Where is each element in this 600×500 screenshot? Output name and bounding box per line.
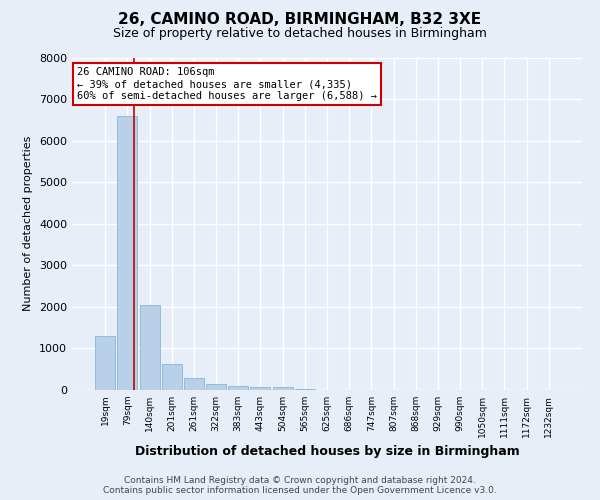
Y-axis label: Number of detached properties: Number of detached properties xyxy=(23,136,34,312)
X-axis label: Distribution of detached houses by size in Birmingham: Distribution of detached houses by size … xyxy=(134,446,520,458)
Bar xyxy=(162,364,182,390)
Text: 26 CAMINO ROAD: 106sqm
← 39% of detached houses are smaller (4,335)
60% of semi-: 26 CAMINO ROAD: 106sqm ← 39% of detached… xyxy=(77,68,377,100)
Bar xyxy=(184,378,204,390)
Bar xyxy=(140,305,160,390)
Bar xyxy=(295,389,315,390)
Text: Size of property relative to detached houses in Birmingham: Size of property relative to detached ho… xyxy=(113,28,487,40)
Bar xyxy=(118,116,137,390)
Bar xyxy=(95,336,115,390)
Bar xyxy=(272,386,293,390)
Text: 26, CAMINO ROAD, BIRMINGHAM, B32 3XE: 26, CAMINO ROAD, BIRMINGHAM, B32 3XE xyxy=(118,12,482,28)
Bar xyxy=(206,384,226,390)
Bar xyxy=(228,386,248,390)
Bar xyxy=(250,386,271,390)
Text: Contains HM Land Registry data © Crown copyright and database right 2024.
Contai: Contains HM Land Registry data © Crown c… xyxy=(103,476,497,495)
